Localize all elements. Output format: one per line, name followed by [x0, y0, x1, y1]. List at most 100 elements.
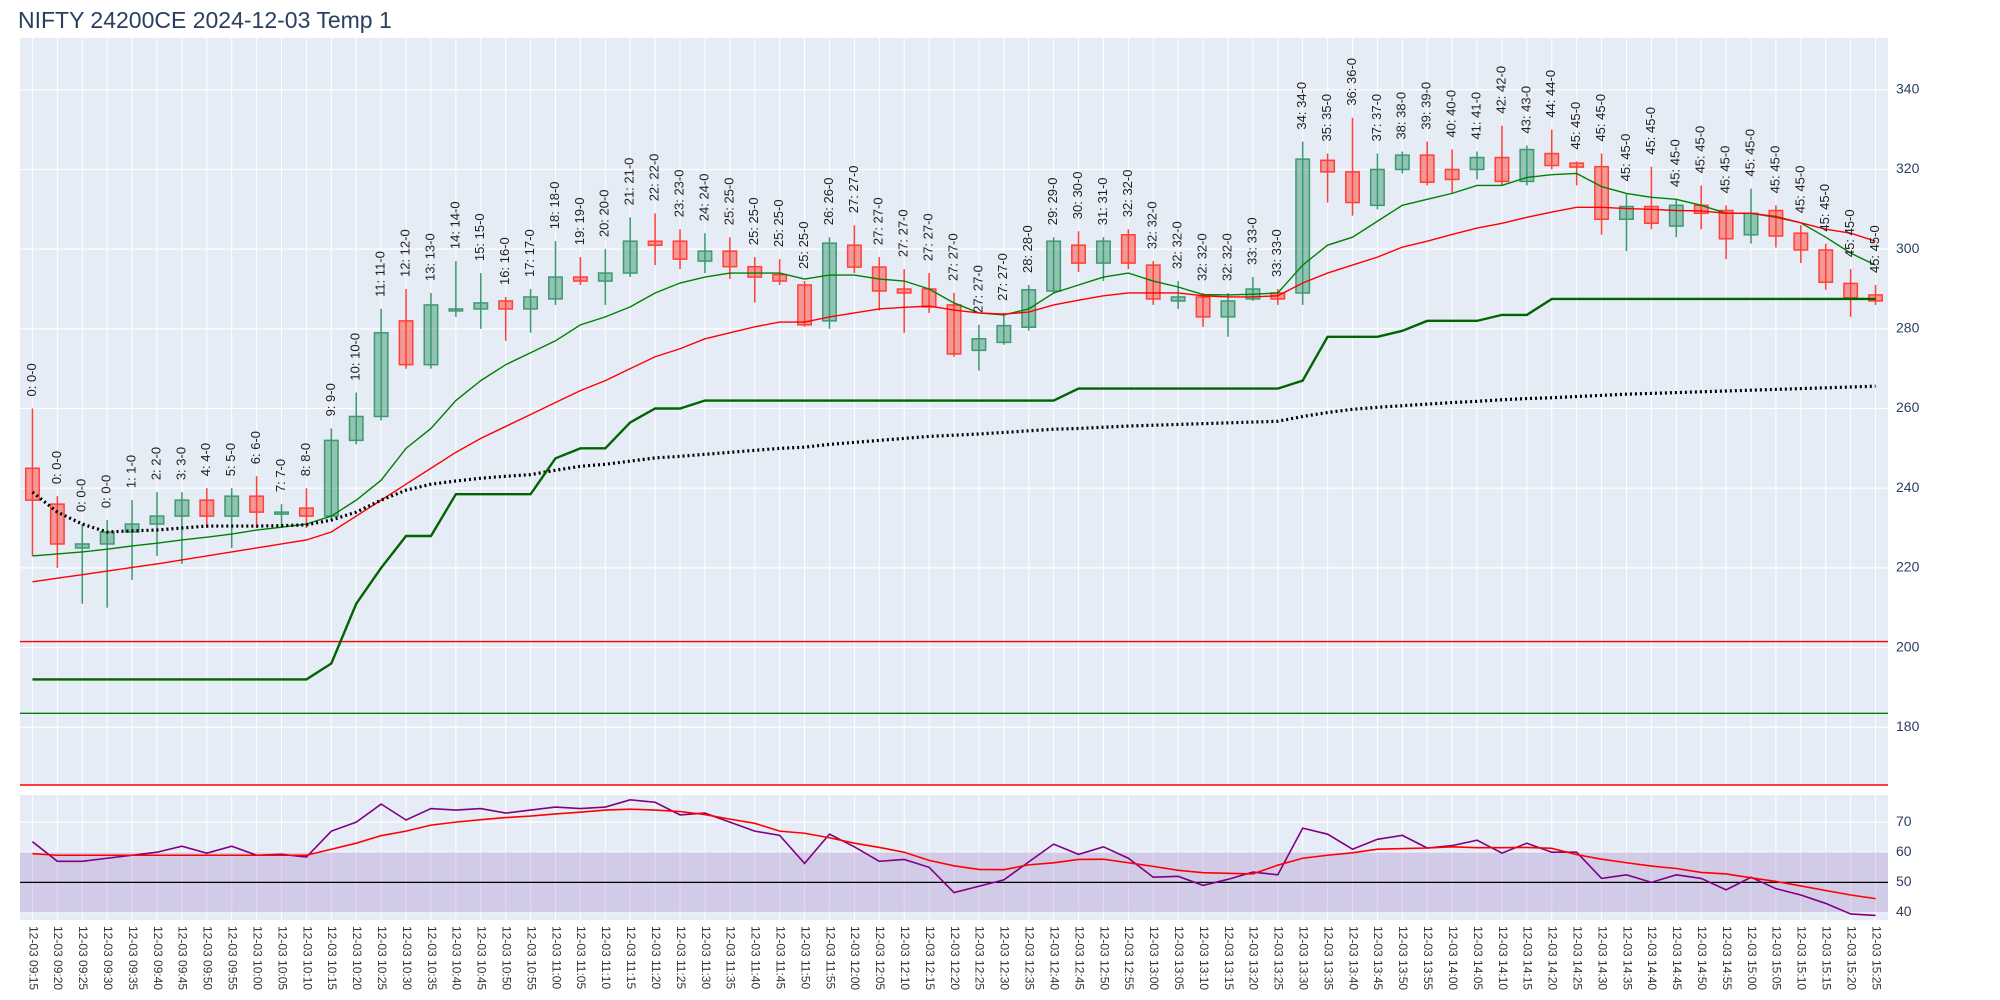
- candle-body: [24, 467, 40, 501]
- candle-body: [174, 499, 190, 517]
- x-tick-label: 12-03 14:55: [1720, 926, 1734, 990]
- candle-body: [1768, 209, 1784, 237]
- x-tick-label: 12-03 13:40: [1346, 926, 1360, 990]
- candle-body: [1793, 232, 1809, 251]
- candle-body: [149, 515, 165, 525]
- line-series: [32, 808, 1876, 900]
- candle-body: [697, 250, 713, 262]
- candle-annotation: 45: 45-0: [1867, 225, 1882, 273]
- candle-annotation: 33: 33-0: [1269, 229, 1284, 277]
- x-tick-label: 12-03 12:30: [998, 926, 1012, 990]
- candle-annotation: 3: 3-0: [173, 447, 188, 480]
- candle-body: [1220, 300, 1236, 318]
- candle-annotation: 32: 32-0: [1219, 233, 1234, 281]
- candle-body: [1195, 296, 1211, 318]
- candle-body: [722, 250, 738, 268]
- candle-body: [1444, 168, 1460, 181]
- x-tick-label: 12-03 13:20: [1247, 926, 1261, 990]
- candle-body: [1295, 158, 1311, 294]
- candle-annotation: 15: 15-0: [472, 213, 487, 261]
- x-tick-label: 12-03 11:15: [624, 926, 638, 989]
- candle-body: [398, 320, 414, 366]
- x-tick-label: 12-03 11:10: [599, 926, 613, 989]
- x-tick-label: 12-03 13:50: [1396, 926, 1410, 990]
- x-tick-label: 12-03 12:15: [923, 926, 937, 990]
- candle-annotation: 22: 22-0: [647, 154, 662, 202]
- x-tick-label: 12-03 15:05: [1770, 926, 1784, 990]
- candle-annotation: 34: 34-0: [1294, 82, 1309, 130]
- x-tick-label: 12-03 09:20: [51, 926, 65, 990]
- x-tick-label: 12-03 09:40: [151, 926, 165, 990]
- candle-body: [99, 531, 115, 545]
- x-tick-label: 12-03 14:20: [1546, 926, 1560, 990]
- candle-body: [597, 272, 613, 282]
- candle-annotation: 43: 43-0: [1518, 86, 1533, 134]
- x-tick-label: 12-03 09:15: [26, 926, 40, 990]
- candle-body: [896, 288, 912, 294]
- candle-annotation: 32: 32-0: [1120, 170, 1135, 218]
- candle-annotation: 31: 31-0: [1095, 177, 1110, 225]
- candle-annotation: 45: 45-0: [1767, 146, 1782, 194]
- x-tick-label: 12-03 13:10: [1197, 926, 1211, 990]
- x-tick-label: 12-03 13:05: [1172, 926, 1186, 990]
- x-tick-label: 12-03 12:55: [1122, 926, 1136, 990]
- x-tick-label: 12-03 13:55: [1421, 926, 1435, 990]
- candle-annotation: 24: 24-0: [696, 174, 711, 222]
- candle-annotation: 45: 45-0: [1817, 184, 1832, 232]
- candle-annotation: 35: 35-0: [1319, 94, 1334, 142]
- candle-annotation: 27: 27-0: [970, 265, 985, 313]
- candle-body: [572, 276, 588, 282]
- line-series: [32, 206, 1876, 583]
- x-tick-label: 12-03 10:40: [450, 926, 464, 990]
- candle-annotation: 13: 13-0: [422, 233, 437, 281]
- candle-annotation: 44: 44-0: [1543, 70, 1558, 118]
- y-tick-label: 70: [1896, 813, 1912, 829]
- candle-body: [1544, 152, 1560, 167]
- x-tick-label: 12-03 15:10: [1795, 926, 1809, 990]
- candle-annotation: 29: 29-0: [1045, 177, 1060, 225]
- candle-body: [1519, 148, 1535, 183]
- x-tick-label: 12-03 10:50: [500, 926, 514, 990]
- x-tick-label: 12-03 11:50: [798, 926, 812, 989]
- x-tick-label: 12-03 15:00: [1745, 926, 1759, 990]
- candle-annotation: 11: 11-0: [373, 251, 388, 297]
- candle-annotation: 45: 45-0: [1742, 129, 1757, 177]
- candle-body: [548, 276, 563, 300]
- x-tick-label: 12-03 14:25: [1570, 926, 1584, 990]
- candle-body: [1469, 156, 1485, 171]
- candle-annotation: 40: 40-0: [1444, 90, 1459, 138]
- candle-body: [821, 242, 837, 322]
- x-tick-label: 12-03 11:25: [674, 926, 688, 989]
- candle-annotation: 10: 10-0: [348, 333, 363, 381]
- candle-body: [224, 495, 240, 517]
- candle-annotation: 45: 45-0: [1643, 107, 1658, 155]
- x-tick-label: 12-03 10:35: [425, 926, 439, 990]
- line-series: [32, 172, 1876, 557]
- y-tick-label: 200: [1896, 638, 1920, 654]
- x-tick-label: 12-03 12:05: [873, 926, 887, 990]
- candle-body: [1494, 156, 1510, 183]
- candle-annotation: 45: 45-0: [1718, 146, 1733, 194]
- x-tick-label: 12-03 13:00: [1147, 926, 1161, 990]
- candle-body: [1369, 168, 1385, 207]
- candle-body: [1643, 205, 1659, 225]
- x-tick-label: 12-03 12:25: [973, 926, 987, 990]
- candle-annotation: 1: 1-0: [124, 455, 139, 488]
- x-tick-label: 12-03 11:40: [749, 926, 763, 989]
- x-tick-label: 12-03 11:55: [823, 926, 837, 989]
- candle-body: [946, 304, 962, 355]
- candle-annotation: 9: 9-0: [323, 383, 338, 416]
- candle-annotation: 0: 0-0: [74, 479, 89, 512]
- candle-annotation: 25: 25-0: [771, 199, 786, 247]
- x-tick-label: 12-03 13:35: [1321, 926, 1335, 990]
- x-tick-label: 12-03 10:15: [325, 926, 339, 990]
- x-tick-label: 12-03 14:00: [1446, 926, 1460, 990]
- x-tick-label: 12-03 10:55: [524, 926, 538, 990]
- candle-annotation: 27: 27-0: [846, 166, 861, 214]
- candle-body: [74, 543, 90, 549]
- x-tick-label: 12-03 09:35: [126, 926, 140, 990]
- candle-annotation: 45: 45-0: [1842, 209, 1857, 257]
- candle-body: [1818, 249, 1834, 283]
- candle-annotation: 37: 37-0: [1369, 94, 1384, 142]
- x-tick-label: 12-03 14:50: [1695, 926, 1709, 990]
